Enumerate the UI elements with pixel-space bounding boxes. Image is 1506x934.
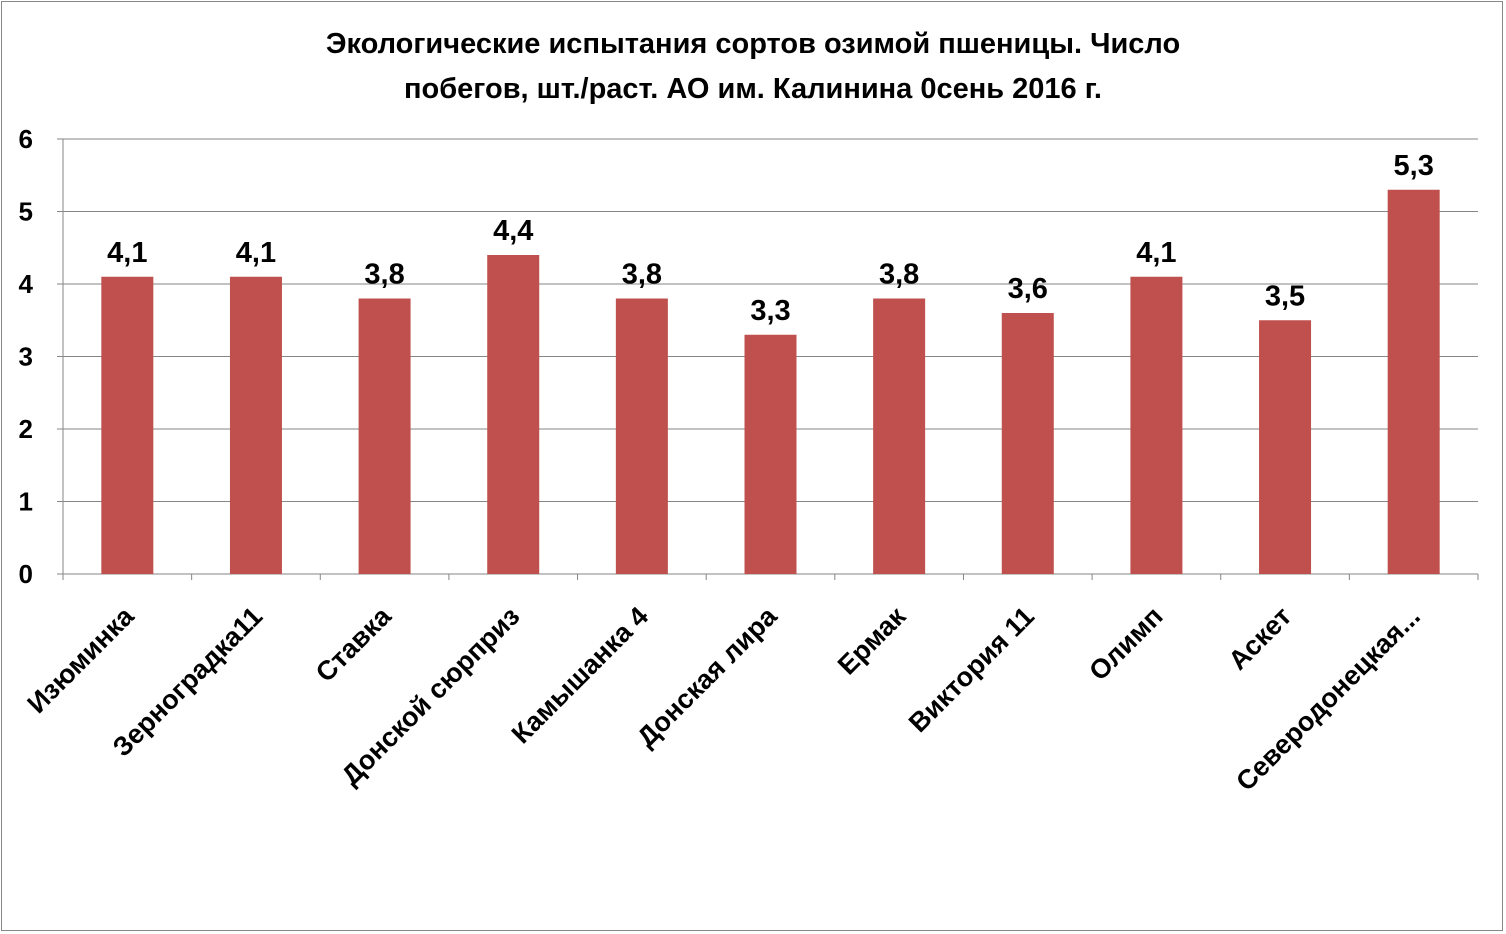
y-tick-label: 1: [19, 487, 33, 517]
data-label: 3,6: [1008, 273, 1048, 305]
bar: [1001, 313, 1054, 574]
y-tick-label: 4: [19, 269, 34, 299]
y-tick-label: 2: [19, 414, 33, 444]
chart-title-line-1: Экологические испытания сортов озимой пш…: [325, 28, 1181, 60]
category-label: Виктория 11: [903, 601, 1040, 738]
data-label: 3,5: [1265, 280, 1305, 312]
category-label: Изюминка: [22, 600, 141, 719]
data-label: 3,8: [879, 259, 919, 291]
chart-title-line-2: побегов, шт./раст. АО им. Калинина 0сень…: [404, 73, 1102, 105]
category-label: Донская лира: [631, 600, 783, 752]
y-tick-label: 3: [19, 342, 33, 372]
data-label: 3,3: [750, 295, 790, 327]
bar: [615, 298, 668, 574]
data-label: 5,3: [1394, 150, 1434, 182]
y-tick-label: 5: [19, 197, 33, 227]
chart-title: Экологические испытания сортов озимой пш…: [0, 22, 1506, 112]
bar: [487, 255, 540, 574]
bar: [229, 276, 282, 574]
y-tick-label: 0: [19, 559, 33, 589]
bar: [1259, 320, 1312, 574]
category-label: Камышанка 4: [506, 601, 654, 749]
category-label: Ставка: [310, 600, 398, 688]
data-label: 3,8: [364, 259, 404, 291]
data-label: 3,8: [622, 259, 662, 291]
category-label: Олимп: [1083, 601, 1168, 686]
y-tick-label: 6: [19, 124, 33, 154]
data-label: 4,1: [1136, 237, 1176, 269]
bar: [101, 276, 154, 574]
data-label: 4,1: [107, 237, 147, 269]
bar: [358, 298, 411, 574]
bar: [1130, 276, 1183, 574]
data-label: 4,4: [493, 215, 533, 247]
category-label: Ермак: [832, 601, 912, 681]
bar: [744, 334, 797, 574]
bar: [873, 298, 926, 574]
category-label: Аскет: [1223, 601, 1298, 676]
data-label: 4,1: [236, 237, 276, 269]
bar: [1387, 189, 1440, 574]
